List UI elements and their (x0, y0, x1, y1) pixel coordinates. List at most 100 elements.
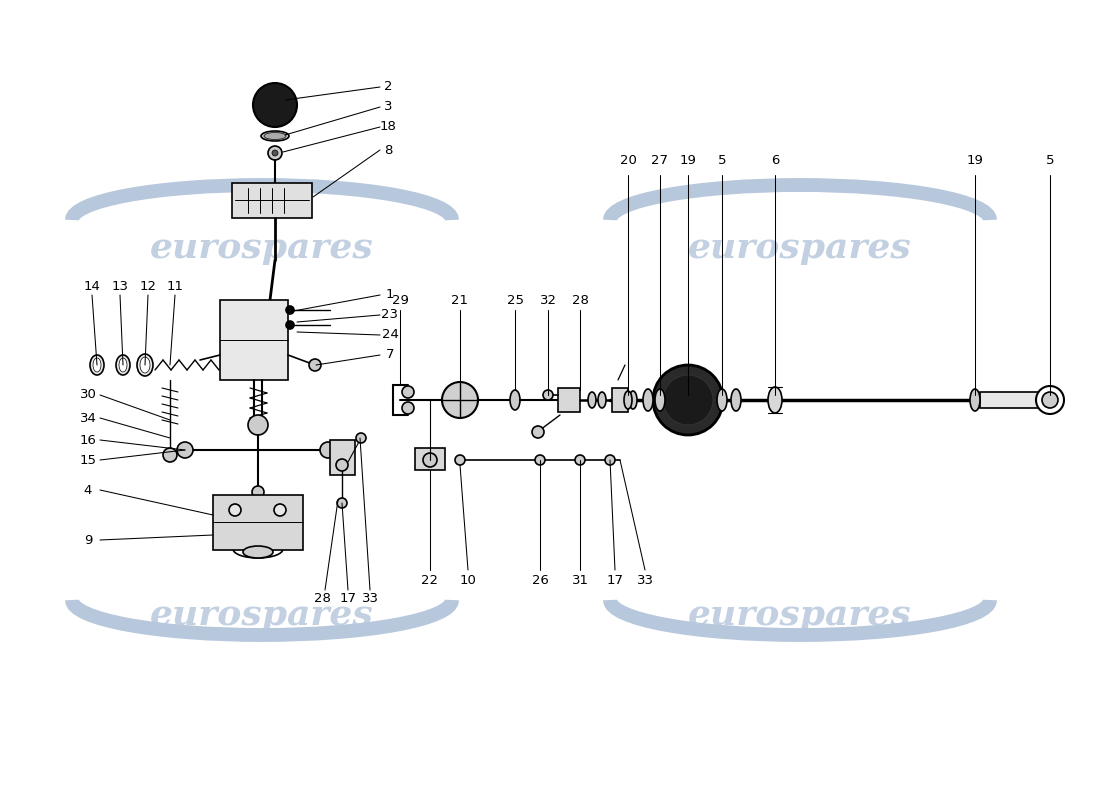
Bar (612, 388, 628, 412)
Circle shape (402, 386, 414, 398)
Text: 12: 12 (140, 281, 156, 294)
Ellipse shape (94, 358, 101, 372)
Bar (980, 392, 1040, 408)
Circle shape (653, 365, 723, 435)
Circle shape (1036, 386, 1064, 414)
Text: eurospares: eurospares (689, 598, 912, 632)
Circle shape (543, 390, 553, 400)
Text: 23: 23 (382, 309, 398, 322)
Circle shape (532, 426, 544, 438)
Text: 11: 11 (166, 281, 184, 294)
Ellipse shape (588, 392, 596, 408)
Bar (232, 183, 312, 218)
Ellipse shape (624, 391, 632, 409)
Circle shape (605, 455, 615, 465)
Text: 24: 24 (382, 329, 398, 342)
Ellipse shape (768, 387, 782, 413)
Circle shape (1042, 392, 1058, 408)
Bar (415, 448, 446, 470)
Ellipse shape (138, 354, 153, 376)
Text: 22: 22 (421, 574, 439, 586)
Circle shape (274, 504, 286, 516)
Ellipse shape (618, 391, 626, 409)
Text: 4: 4 (84, 483, 92, 497)
Text: 20: 20 (619, 154, 637, 166)
Text: 10: 10 (460, 574, 476, 586)
Circle shape (356, 433, 366, 443)
Text: 1: 1 (386, 289, 394, 302)
Ellipse shape (598, 392, 606, 408)
Text: 6: 6 (771, 154, 779, 166)
Ellipse shape (510, 390, 520, 410)
Circle shape (336, 459, 348, 471)
Circle shape (286, 321, 294, 329)
Text: 21: 21 (451, 294, 469, 306)
Text: 17: 17 (606, 574, 624, 586)
Text: eurospares: eurospares (150, 598, 374, 632)
Text: 13: 13 (111, 281, 129, 294)
Circle shape (309, 359, 321, 371)
Ellipse shape (116, 355, 130, 375)
Text: 28: 28 (314, 591, 330, 605)
Text: eurospares: eurospares (150, 231, 374, 265)
Text: 18: 18 (379, 121, 396, 134)
Text: 31: 31 (572, 574, 588, 586)
Circle shape (253, 83, 297, 127)
Text: 33: 33 (362, 591, 378, 605)
Text: 26: 26 (531, 574, 549, 586)
Bar (330, 440, 355, 475)
Ellipse shape (717, 389, 727, 411)
Circle shape (252, 486, 264, 498)
Circle shape (535, 455, 544, 465)
Text: 33: 33 (637, 574, 653, 586)
Text: 5: 5 (1046, 154, 1054, 166)
Circle shape (163, 448, 177, 462)
Ellipse shape (261, 131, 289, 141)
Text: 34: 34 (79, 411, 97, 425)
Circle shape (663, 375, 713, 425)
Text: 9: 9 (84, 534, 92, 546)
Ellipse shape (140, 357, 150, 373)
Ellipse shape (644, 389, 653, 411)
Circle shape (575, 455, 585, 465)
Text: 3: 3 (384, 101, 393, 114)
Circle shape (442, 382, 478, 418)
Text: 19: 19 (967, 154, 983, 166)
Text: 32: 32 (539, 294, 557, 306)
Text: 27: 27 (651, 154, 669, 166)
Text: 2: 2 (384, 81, 393, 94)
Circle shape (229, 504, 241, 516)
Circle shape (177, 442, 192, 458)
Text: 14: 14 (84, 281, 100, 294)
Text: 7: 7 (386, 349, 394, 362)
Text: 29: 29 (392, 294, 408, 306)
Text: 8: 8 (384, 143, 393, 157)
Ellipse shape (970, 389, 980, 411)
Ellipse shape (243, 546, 273, 558)
Ellipse shape (264, 133, 286, 139)
Circle shape (272, 150, 278, 156)
Ellipse shape (732, 389, 741, 411)
Text: eurospares: eurospares (689, 231, 912, 265)
Text: 15: 15 (79, 454, 97, 466)
Ellipse shape (654, 389, 666, 411)
Text: 17: 17 (340, 591, 356, 605)
Ellipse shape (119, 358, 126, 372)
Circle shape (337, 498, 346, 508)
Circle shape (455, 455, 465, 465)
Bar (558, 388, 580, 412)
Text: 19: 19 (680, 154, 696, 166)
Circle shape (402, 402, 414, 414)
Bar (220, 300, 288, 380)
Ellipse shape (90, 355, 104, 375)
Text: 16: 16 (79, 434, 97, 446)
Ellipse shape (629, 391, 637, 409)
Text: 30: 30 (79, 389, 97, 402)
Bar (213, 495, 302, 550)
Text: 28: 28 (572, 294, 588, 306)
Circle shape (248, 415, 268, 435)
Text: 5: 5 (717, 154, 726, 166)
Text: 25: 25 (506, 294, 524, 306)
Circle shape (286, 306, 294, 314)
Circle shape (320, 442, 336, 458)
